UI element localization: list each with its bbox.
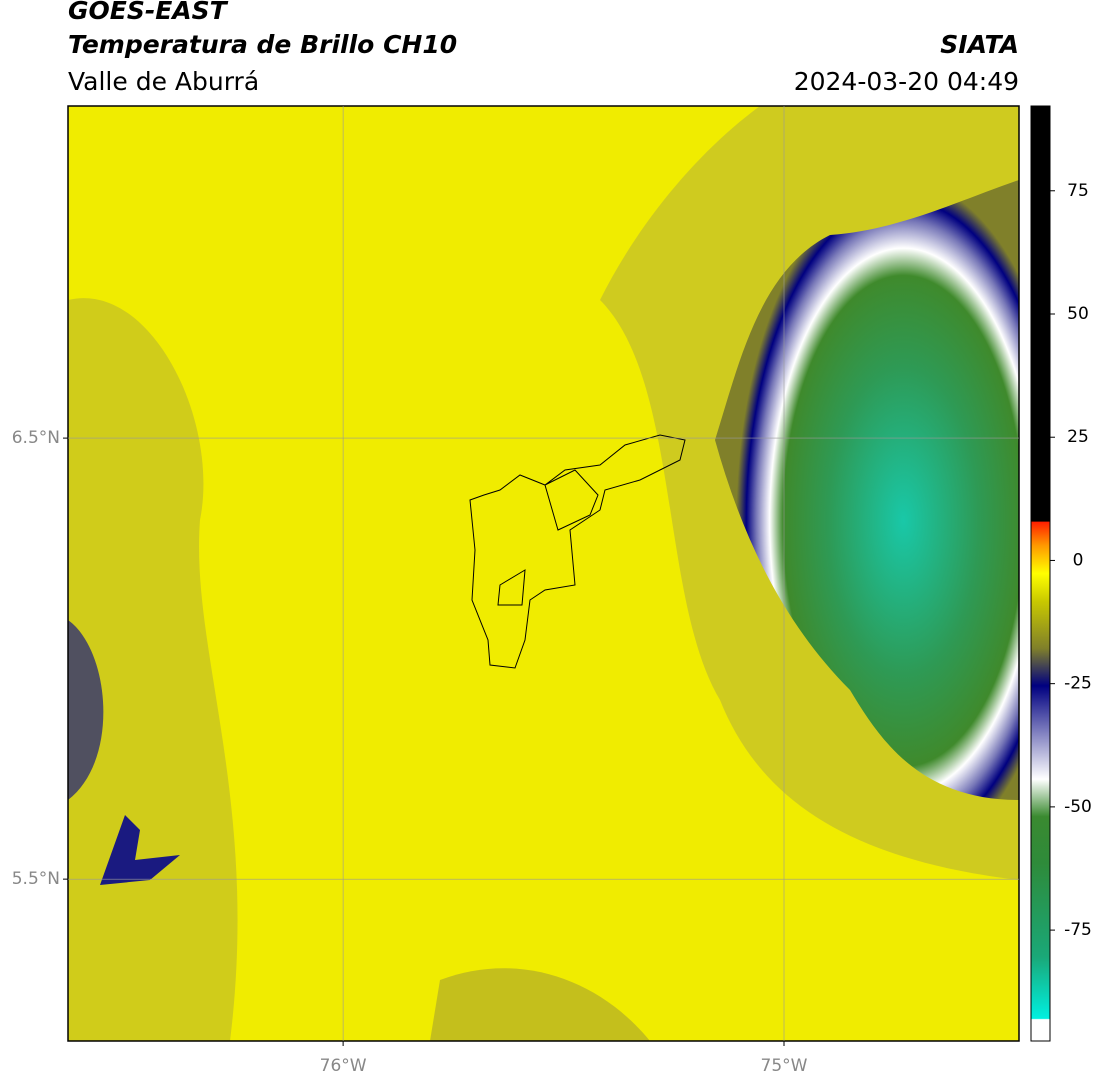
cloud-small	[68, 620, 104, 800]
datetime: 2024-03-20 04:49	[794, 67, 1019, 96]
colorbar-label: -75	[1064, 920, 1092, 940]
colorbar-label: 0	[1073, 550, 1084, 570]
colorbar-label: -25	[1064, 674, 1092, 694]
municipality-borders	[469, 434, 686, 669]
map-frame	[67, 105, 1020, 1042]
colorbar-label: 75	[1067, 181, 1089, 201]
convective-cloud	[715, 180, 1019, 800]
colorbar-label: -50	[1064, 797, 1092, 817]
source: SIATA	[940, 30, 1019, 59]
lat-label: 5.5°N	[12, 869, 60, 889]
colorbar-label: 25	[1067, 427, 1089, 447]
map-imagery	[68, 106, 1019, 1041]
subtitle: Temperatura de Brillo CH10	[68, 30, 457, 59]
lon-label: 76°W	[320, 1056, 367, 1076]
title: GOES-EAST	[68, 0, 229, 25]
haze	[68, 298, 238, 1041]
haze	[430, 968, 650, 1041]
region: Valle de Aburrá	[68, 67, 259, 96]
lon-label: 75°W	[761, 1056, 808, 1076]
lat-label: 6.5°N	[12, 428, 60, 448]
colorbar	[1030, 105, 1051, 1042]
cloud-small	[100, 815, 180, 885]
colorbar-label: 50	[1067, 304, 1089, 324]
